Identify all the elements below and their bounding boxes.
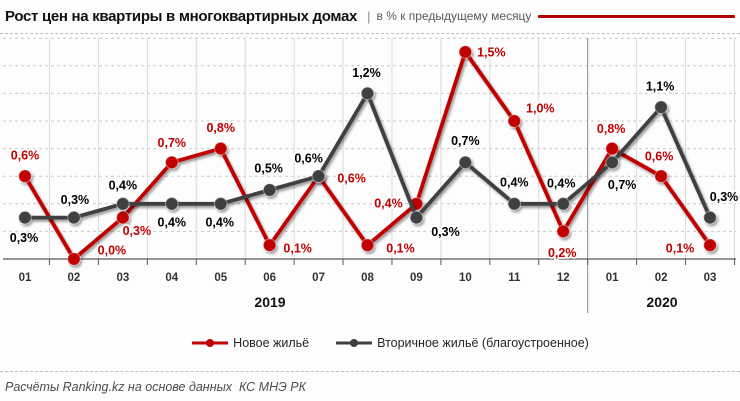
data-label: 0,1% [386, 242, 415, 256]
data-point [67, 252, 81, 266]
chart-legend: Новое жильё Вторичное жильё (благоустрое… [20, 336, 740, 350]
data-point [654, 169, 668, 184]
data-label: 0,6% [645, 150, 674, 164]
month-label: 03 [704, 272, 717, 284]
data-point [360, 86, 375, 101]
month-label: 02 [655, 272, 668, 284]
data-point [67, 210, 81, 225]
data-label: 0,8% [206, 121, 235, 135]
page-title: Рост цен на квартиры в многоквартирных д… [5, 7, 358, 25]
footer: Расчёты Ranking.kz на основе данных КС М… [0, 371, 740, 401]
data-label: 0,4% [158, 215, 187, 229]
data-point [18, 210, 32, 225]
month-label: 09 [410, 272, 423, 284]
year-label: 2020 [646, 294, 677, 310]
month-label: 01 [19, 272, 32, 284]
data-point [703, 238, 717, 253]
data-label: 0,5% [254, 162, 283, 176]
title-separator: | [367, 8, 371, 24]
data-label: 0,4% [205, 215, 234, 229]
data-label: 0,0% [98, 244, 127, 258]
data-point [703, 210, 717, 225]
data-point [605, 155, 620, 170]
data-point [556, 196, 571, 211]
data-label: 0,7% [158, 136, 187, 150]
data-point [262, 183, 277, 197]
year-label: 2019 [254, 294, 285, 310]
month-label: 01 [606, 272, 619, 284]
data-label: 1,0% [526, 102, 555, 116]
series-1 [18, 86, 717, 225]
data-label: 1,5% [477, 46, 506, 60]
data-label: 1,2% [352, 66, 381, 80]
data-point [556, 224, 571, 239]
line-dot-marker-icon [336, 339, 373, 347]
data-point [262, 238, 277, 253]
data-point [311, 169, 326, 184]
data-point [654, 100, 668, 115]
data-point [115, 210, 130, 225]
month-label: 02 [68, 272, 81, 284]
data-point [360, 238, 375, 253]
month-label: 10 [459, 272, 472, 284]
month-label: 04 [165, 272, 178, 284]
data-point [458, 155, 473, 170]
month-label: 07 [312, 272, 325, 284]
data-label: 0,2% [548, 246, 577, 260]
data-point [507, 114, 522, 128]
data-label: 0,6% [337, 172, 366, 186]
data-label: 0,7% [608, 178, 637, 192]
data-point [18, 169, 32, 184]
legend-item-new-housing: Новое жильё [191, 336, 309, 350]
data-label: 0,3% [10, 231, 39, 245]
header: Рост цен на квартиры в многоквартирных д… [5, 4, 735, 28]
header-accent-rule [538, 14, 735, 18]
data-label: 0,4% [109, 178, 138, 192]
data-label: 0,3% [123, 224, 152, 238]
data-point [458, 45, 473, 59]
month-label: 11 [508, 272, 521, 284]
data-point [164, 155, 179, 170]
data-point [409, 210, 424, 225]
month-label: 05 [214, 272, 227, 284]
data-label: 0,7% [451, 134, 480, 148]
month-label: 12 [557, 272, 570, 284]
month-label: 08 [361, 272, 374, 284]
legend-label: Вторичное жильё (благоустроенное) [377, 336, 589, 350]
data-point [213, 141, 228, 156]
data-point [164, 196, 179, 211]
data-point [213, 196, 228, 211]
month-label: 06 [263, 272, 276, 284]
data-point [605, 141, 620, 156]
legend-label: Новое жильё [233, 336, 310, 350]
data-label: 0,4% [374, 196, 403, 210]
data-label: 0,6% [294, 152, 323, 166]
data-label: 0,6% [11, 149, 40, 163]
data-label: 1,1% [646, 80, 675, 94]
data-label: 0,4% [547, 176, 576, 190]
header-divider [0, 33, 740, 34]
data-label: 0,3% [431, 225, 460, 239]
line-dot-marker-icon [192, 339, 229, 347]
data-label: 0,3% [710, 190, 739, 204]
price-line-chart: 0,6% 0,0% 0,3% 0,7% 0,8% 0,1% 0,6% 0,1% 0,4% 1,5%… [3, 37, 740, 313]
data-point [507, 196, 522, 211]
source-note: Расчёты Ranking.kz на основе данных КС М… [5, 380, 306, 394]
data-label: 0,3% [61, 193, 90, 207]
legend-item-secondary-housing: Вторичное жильё (благоустроенное) [335, 336, 589, 350]
month-label: 03 [116, 272, 129, 284]
data-point [115, 196, 130, 211]
data-label: 0,4% [500, 175, 529, 189]
data-label: 0,1% [283, 242, 312, 256]
data-label: 0,1% [666, 242, 695, 256]
page-subtitle: в % к предыдущему месяцу [376, 9, 532, 23]
data-label: 0,8% [597, 122, 626, 136]
